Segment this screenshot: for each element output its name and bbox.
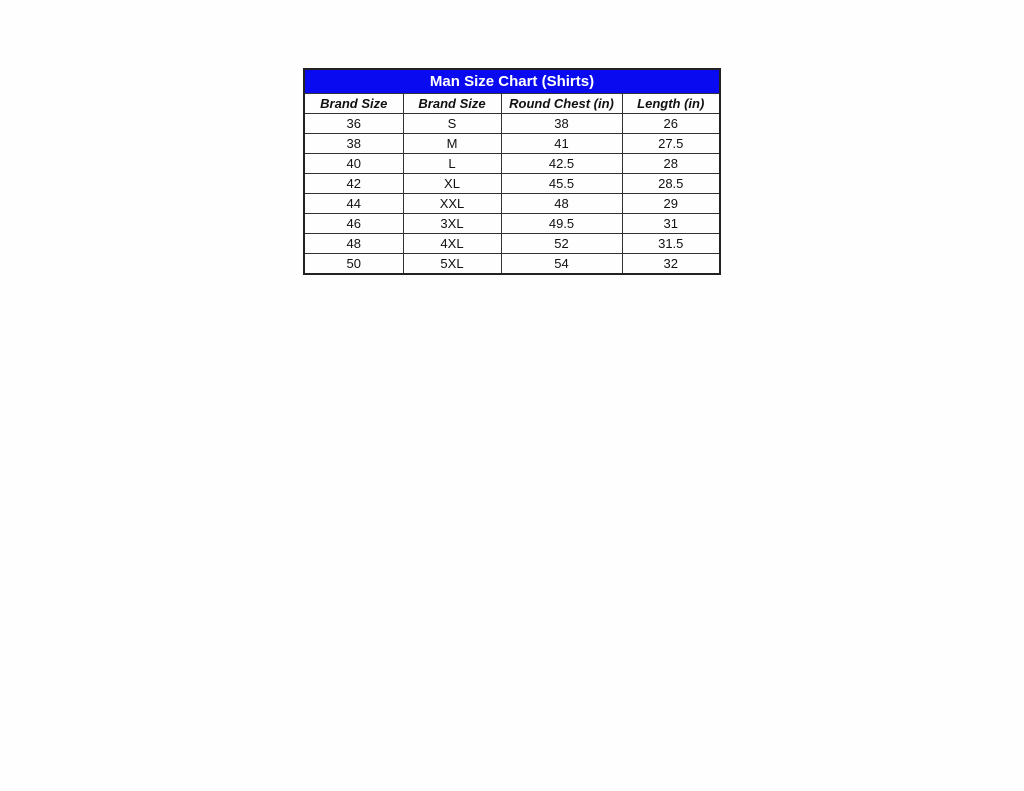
header-cell: Brand Size: [303, 93, 404, 114]
table-cell: 42: [303, 173, 404, 194]
title-row: Man Size Chart (Shirts): [303, 68, 721, 94]
header-cell: Length (in): [621, 93, 721, 114]
table-row: 38 M 41 27.5: [303, 133, 721, 154]
table-cell: 26: [621, 113, 721, 134]
table-row: 40 L 42.5 28: [303, 153, 721, 174]
table-row: 48 4XL 52 31.5: [303, 233, 721, 254]
header-cell: Round Chest (in): [500, 93, 623, 114]
table-row: 42 XL 45.5 28.5: [303, 173, 721, 194]
table-cell: 48: [303, 233, 404, 254]
table-cell: 42.5: [500, 153, 623, 174]
table-cell: 31: [621, 213, 721, 234]
table-cell: 5XL: [402, 253, 502, 275]
header-cell: Brand Size: [402, 93, 502, 114]
header-row: Brand Size Brand Size Round Chest (in) L…: [303, 93, 721, 114]
size-chart-table: Man Size Chart (Shirts) Brand Size Brand…: [303, 68, 721, 275]
table-cell: 38: [500, 113, 623, 134]
table-cell: 52: [500, 233, 623, 254]
table-cell: 38: [303, 133, 404, 154]
table-cell: 31.5: [621, 233, 721, 254]
table-row: 44 XXL 48 29: [303, 193, 721, 214]
table-cell: 29: [621, 193, 721, 214]
table-cell: 36: [303, 113, 404, 134]
table-cell: 41: [500, 133, 623, 154]
table-cell: 54: [500, 253, 623, 275]
table-cell: 27.5: [621, 133, 721, 154]
table-cell: 46: [303, 213, 404, 234]
table-cell: 50: [303, 253, 404, 275]
table-row: 36 S 38 26: [303, 113, 721, 134]
table-cell: 28.5: [621, 173, 721, 194]
table-cell: XL: [402, 173, 502, 194]
table-cell: L: [402, 153, 502, 174]
table-row: 46 3XL 49.5 31: [303, 213, 721, 234]
table-row: 50 5XL 54 32: [303, 253, 721, 275]
table-cell: M: [402, 133, 502, 154]
table-cell: 44: [303, 193, 404, 214]
table-cell: 3XL: [402, 213, 502, 234]
table-cell: XXL: [402, 193, 502, 214]
table-title: Man Size Chart (Shirts): [303, 68, 721, 94]
table-cell: 32: [621, 253, 721, 275]
table-cell: S: [402, 113, 502, 134]
table-cell: 4XL: [402, 233, 502, 254]
table-cell: 48: [500, 193, 623, 214]
table-cell: 45.5: [500, 173, 623, 194]
table-cell: 28: [621, 153, 721, 174]
table-cell: 40: [303, 153, 404, 174]
table-cell: 49.5: [500, 213, 623, 234]
